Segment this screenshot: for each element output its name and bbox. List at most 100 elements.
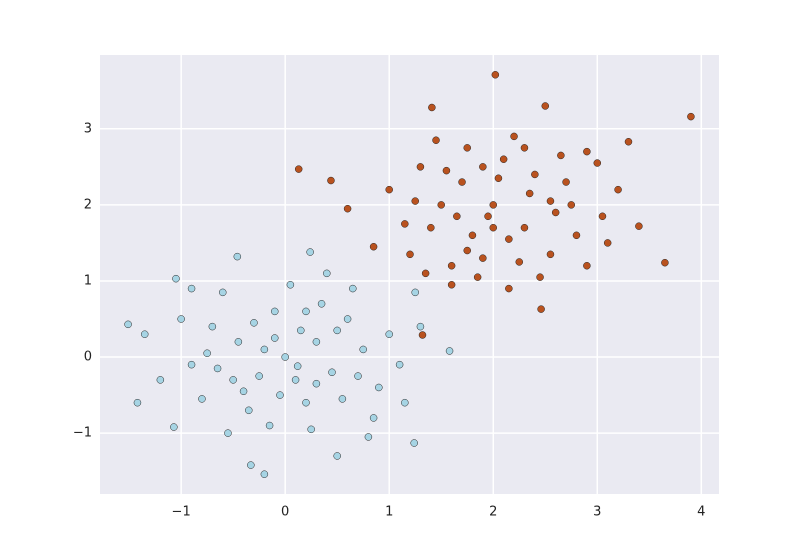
point xyxy=(489,223,497,232)
point xyxy=(140,330,149,338)
point xyxy=(133,398,142,407)
point xyxy=(333,452,341,460)
point xyxy=(302,307,310,316)
point xyxy=(484,212,492,221)
point xyxy=(661,258,669,267)
point xyxy=(401,220,409,228)
point xyxy=(172,274,180,283)
point xyxy=(411,288,419,297)
point xyxy=(491,71,500,79)
point xyxy=(271,334,279,342)
point xyxy=(463,246,471,255)
point xyxy=(479,254,487,262)
point xyxy=(515,258,524,266)
point xyxy=(593,159,602,167)
point xyxy=(411,197,419,205)
point xyxy=(307,425,315,434)
point xyxy=(187,360,196,369)
point xyxy=(624,137,633,146)
point xyxy=(598,212,607,221)
point xyxy=(463,144,471,152)
plot-area xyxy=(100,55,719,494)
point xyxy=(286,281,295,289)
point xyxy=(328,368,336,377)
point xyxy=(385,185,393,194)
point xyxy=(447,281,456,289)
point xyxy=(418,331,427,339)
point xyxy=(333,326,341,335)
point xyxy=(687,112,695,121)
point xyxy=(364,433,373,441)
y-tick-label: 2 xyxy=(84,197,92,212)
point xyxy=(234,338,243,346)
point xyxy=(359,345,367,354)
point xyxy=(293,362,302,370)
point xyxy=(410,439,418,447)
point xyxy=(343,204,352,213)
point xyxy=(229,376,237,384)
point xyxy=(428,103,436,112)
y-tick-label: −1 xyxy=(73,426,92,441)
point xyxy=(323,269,331,278)
point xyxy=(468,231,477,240)
point xyxy=(510,132,518,141)
point xyxy=(546,250,555,259)
point xyxy=(297,326,305,335)
x-tick-label: 4 xyxy=(697,505,705,520)
point xyxy=(312,379,321,388)
point xyxy=(271,307,279,316)
point xyxy=(219,288,227,297)
point xyxy=(421,269,430,278)
point xyxy=(551,208,560,217)
point xyxy=(213,364,222,373)
point xyxy=(635,222,643,230)
point xyxy=(536,273,544,281)
point xyxy=(317,300,326,308)
point xyxy=(260,345,269,354)
point xyxy=(239,387,248,396)
point xyxy=(306,248,314,256)
x-tick-label: −1 xyxy=(172,505,191,520)
point xyxy=(349,284,357,293)
x-tick-label: 2 xyxy=(489,505,497,520)
y-tick-label: 3 xyxy=(84,121,92,136)
point xyxy=(489,201,497,209)
point xyxy=(177,315,185,323)
point xyxy=(260,470,269,478)
y-tick-label: 0 xyxy=(84,350,92,365)
point xyxy=(369,242,378,251)
point xyxy=(170,423,178,431)
point xyxy=(369,414,378,422)
point xyxy=(603,239,612,247)
point xyxy=(541,102,550,110)
point xyxy=(520,144,529,152)
point xyxy=(124,320,132,329)
point xyxy=(531,170,539,179)
point xyxy=(224,429,232,437)
point xyxy=(445,347,454,355)
point xyxy=(187,284,196,293)
x-tick-label: 0 xyxy=(281,505,289,520)
point xyxy=(156,376,165,384)
point xyxy=(395,360,404,369)
point xyxy=(458,178,466,186)
point xyxy=(302,398,310,407)
point xyxy=(583,262,591,270)
point xyxy=(203,349,211,357)
point xyxy=(442,166,451,175)
point xyxy=(562,178,570,186)
point xyxy=(312,338,321,346)
point xyxy=(520,223,529,232)
point xyxy=(557,151,565,160)
point xyxy=(385,330,393,338)
point xyxy=(525,189,534,198)
point xyxy=(505,284,513,293)
point xyxy=(479,163,487,171)
point xyxy=(245,406,253,415)
point xyxy=(250,319,258,327)
point xyxy=(427,223,435,232)
point xyxy=(401,398,409,407)
point xyxy=(453,212,461,221)
